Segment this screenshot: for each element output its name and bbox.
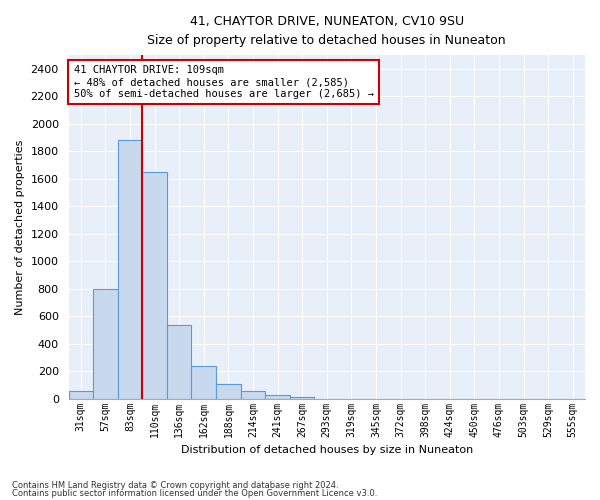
Text: 41 CHAYTOR DRIVE: 109sqm
← 48% of detached houses are smaller (2,585)
50% of sem: 41 CHAYTOR DRIVE: 109sqm ← 48% of detach… [74,66,374,98]
Text: Contains public sector information licensed under the Open Government Licence v3: Contains public sector information licen… [12,489,377,498]
Bar [68,391,93,398]
Text: Contains HM Land Registry data © Crown copyright and database right 2024.: Contains HM Land Registry data © Crown c… [12,480,338,490]
Bar [118,140,142,398]
Bar [93,288,118,399]
Bar [167,325,191,398]
Bar [241,391,265,398]
Bar [265,394,290,398]
Y-axis label: Number of detached properties: Number of detached properties [15,139,25,314]
X-axis label: Distribution of detached houses by size in Nuneaton: Distribution of detached houses by size … [181,445,473,455]
Bar [216,384,241,398]
Bar [290,396,314,398]
Bar [142,172,167,398]
Bar [191,366,216,398]
Title: 41, CHAYTOR DRIVE, NUNEATON, CV10 9SU
Size of property relative to detached hous: 41, CHAYTOR DRIVE, NUNEATON, CV10 9SU Si… [148,15,506,47]
